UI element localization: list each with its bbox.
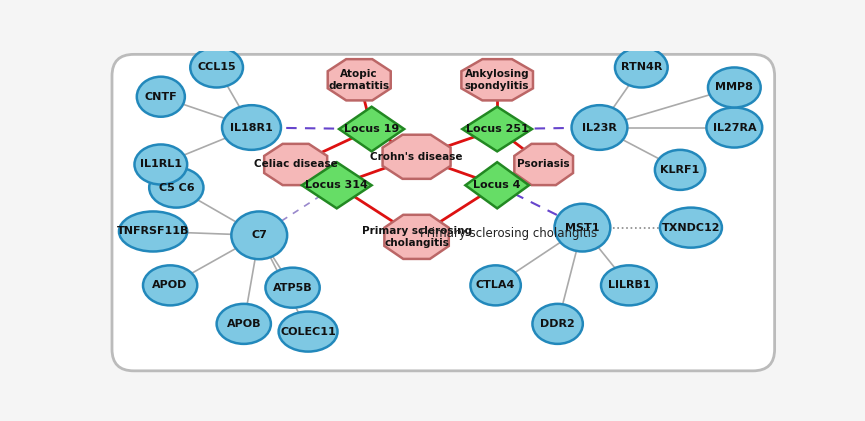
Ellipse shape bbox=[615, 48, 668, 88]
Text: IL27RA: IL27RA bbox=[713, 123, 756, 133]
Text: Crohn's disease: Crohn's disease bbox=[370, 152, 463, 162]
Text: IL18R1: IL18R1 bbox=[230, 123, 272, 133]
Text: Celiac disease: Celiac disease bbox=[253, 160, 337, 170]
Text: COLEC11: COLEC11 bbox=[280, 327, 336, 336]
Polygon shape bbox=[384, 215, 449, 259]
Ellipse shape bbox=[279, 312, 337, 352]
Text: Locus 19: Locus 19 bbox=[344, 124, 400, 134]
Ellipse shape bbox=[134, 144, 187, 184]
Ellipse shape bbox=[222, 105, 281, 150]
Ellipse shape bbox=[149, 168, 203, 208]
Text: TNFRSF11B: TNFRSF11B bbox=[117, 226, 189, 237]
Text: C5 C6: C5 C6 bbox=[158, 183, 194, 192]
Text: Primary sclerosing
cholangitis: Primary sclerosing cholangitis bbox=[362, 226, 471, 248]
Text: CTLA4: CTLA4 bbox=[476, 280, 516, 290]
Ellipse shape bbox=[137, 77, 185, 117]
Text: Locus 4: Locus 4 bbox=[473, 180, 521, 190]
Text: IL23R: IL23R bbox=[582, 123, 617, 133]
Polygon shape bbox=[339, 107, 404, 152]
Text: Primary sclerosing cholangitis: Primary sclerosing cholangitis bbox=[420, 227, 597, 240]
Text: RTN4R: RTN4R bbox=[621, 62, 662, 72]
Text: Locus 251: Locus 251 bbox=[465, 124, 529, 134]
Ellipse shape bbox=[190, 48, 243, 88]
Polygon shape bbox=[462, 107, 532, 152]
Ellipse shape bbox=[708, 67, 760, 107]
Text: TXNDC12: TXNDC12 bbox=[662, 223, 721, 233]
Ellipse shape bbox=[119, 211, 187, 251]
Text: MMP8: MMP8 bbox=[715, 83, 753, 93]
Text: Atopic
dermatitis: Atopic dermatitis bbox=[329, 69, 390, 91]
Ellipse shape bbox=[143, 265, 197, 305]
Polygon shape bbox=[264, 144, 327, 185]
FancyBboxPatch shape bbox=[112, 54, 775, 371]
Text: CNTF: CNTF bbox=[144, 92, 177, 102]
Text: Psoriasis: Psoriasis bbox=[517, 160, 570, 170]
Text: APOB: APOB bbox=[227, 319, 261, 329]
Ellipse shape bbox=[231, 211, 287, 259]
Polygon shape bbox=[515, 144, 573, 185]
Text: C7: C7 bbox=[252, 230, 267, 240]
Text: DDR2: DDR2 bbox=[541, 319, 575, 329]
Text: IL1RL1: IL1RL1 bbox=[140, 160, 182, 170]
Ellipse shape bbox=[572, 105, 627, 150]
Text: Locus 314: Locus 314 bbox=[305, 180, 368, 190]
Text: Ankylosing
spondylitis: Ankylosing spondylitis bbox=[465, 69, 529, 91]
Text: MST1: MST1 bbox=[565, 223, 599, 233]
Text: ATP5B: ATP5B bbox=[272, 282, 312, 293]
Polygon shape bbox=[302, 162, 372, 208]
Text: LILRB1: LILRB1 bbox=[607, 280, 650, 290]
Ellipse shape bbox=[266, 268, 320, 308]
Text: KLRF1: KLRF1 bbox=[661, 165, 700, 175]
Polygon shape bbox=[382, 135, 451, 179]
Polygon shape bbox=[461, 59, 533, 101]
Ellipse shape bbox=[655, 150, 705, 190]
Ellipse shape bbox=[554, 204, 611, 251]
Text: CCL15: CCL15 bbox=[197, 62, 236, 72]
Ellipse shape bbox=[471, 265, 521, 305]
Ellipse shape bbox=[660, 208, 722, 248]
Text: APOD: APOD bbox=[152, 280, 188, 290]
Polygon shape bbox=[328, 59, 391, 101]
Ellipse shape bbox=[216, 304, 271, 344]
Ellipse shape bbox=[533, 304, 583, 344]
Polygon shape bbox=[465, 162, 529, 208]
Ellipse shape bbox=[707, 107, 762, 147]
Ellipse shape bbox=[601, 265, 657, 305]
